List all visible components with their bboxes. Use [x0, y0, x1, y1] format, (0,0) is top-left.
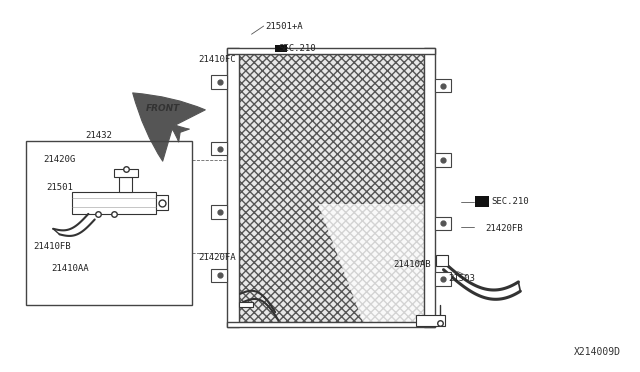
Text: SEC.210: SEC.210	[492, 197, 529, 206]
Text: 21420FB: 21420FB	[485, 224, 523, 233]
Bar	[435, 272, 451, 286]
Bar	[72, 192, 156, 214]
Bar	[227, 322, 435, 327]
Bar	[211, 75, 227, 89]
Bar	[416, 315, 445, 326]
Bar	[424, 48, 435, 327]
Text: 21410FB: 21410FB	[33, 242, 71, 251]
Bar	[114, 169, 138, 177]
Bar	[239, 302, 253, 307]
Text: 21410FC: 21410FC	[198, 55, 236, 64]
Bar	[436, 255, 448, 266]
Text: X214009D: X214009D	[574, 347, 621, 357]
Text: 21420FA: 21420FA	[198, 253, 236, 262]
Bar	[227, 48, 435, 54]
Text: 21420G: 21420G	[44, 155, 76, 164]
Text: 21501+A: 21501+A	[266, 22, 303, 31]
Bar	[26, 141, 192, 305]
Bar	[435, 79, 451, 92]
Polygon shape	[319, 204, 424, 322]
Bar	[211, 269, 227, 282]
Text: SEC.210: SEC.210	[278, 44, 316, 53]
Bar	[275, 45, 287, 52]
Bar	[211, 205, 227, 219]
Bar	[211, 142, 227, 155]
Polygon shape	[239, 54, 424, 322]
Bar	[435, 153, 451, 167]
Bar	[435, 217, 451, 230]
Text: 21410AB: 21410AB	[394, 260, 431, 269]
Bar	[119, 177, 132, 192]
Bar	[156, 195, 168, 210]
Text: 21432: 21432	[86, 131, 113, 140]
Text: 21501: 21501	[46, 183, 73, 192]
Bar	[475, 196, 489, 207]
Text: FRONT: FRONT	[146, 104, 180, 113]
Bar	[227, 48, 239, 327]
Text: 21410AA: 21410AA	[51, 264, 89, 273]
Text: 21503: 21503	[448, 274, 475, 283]
